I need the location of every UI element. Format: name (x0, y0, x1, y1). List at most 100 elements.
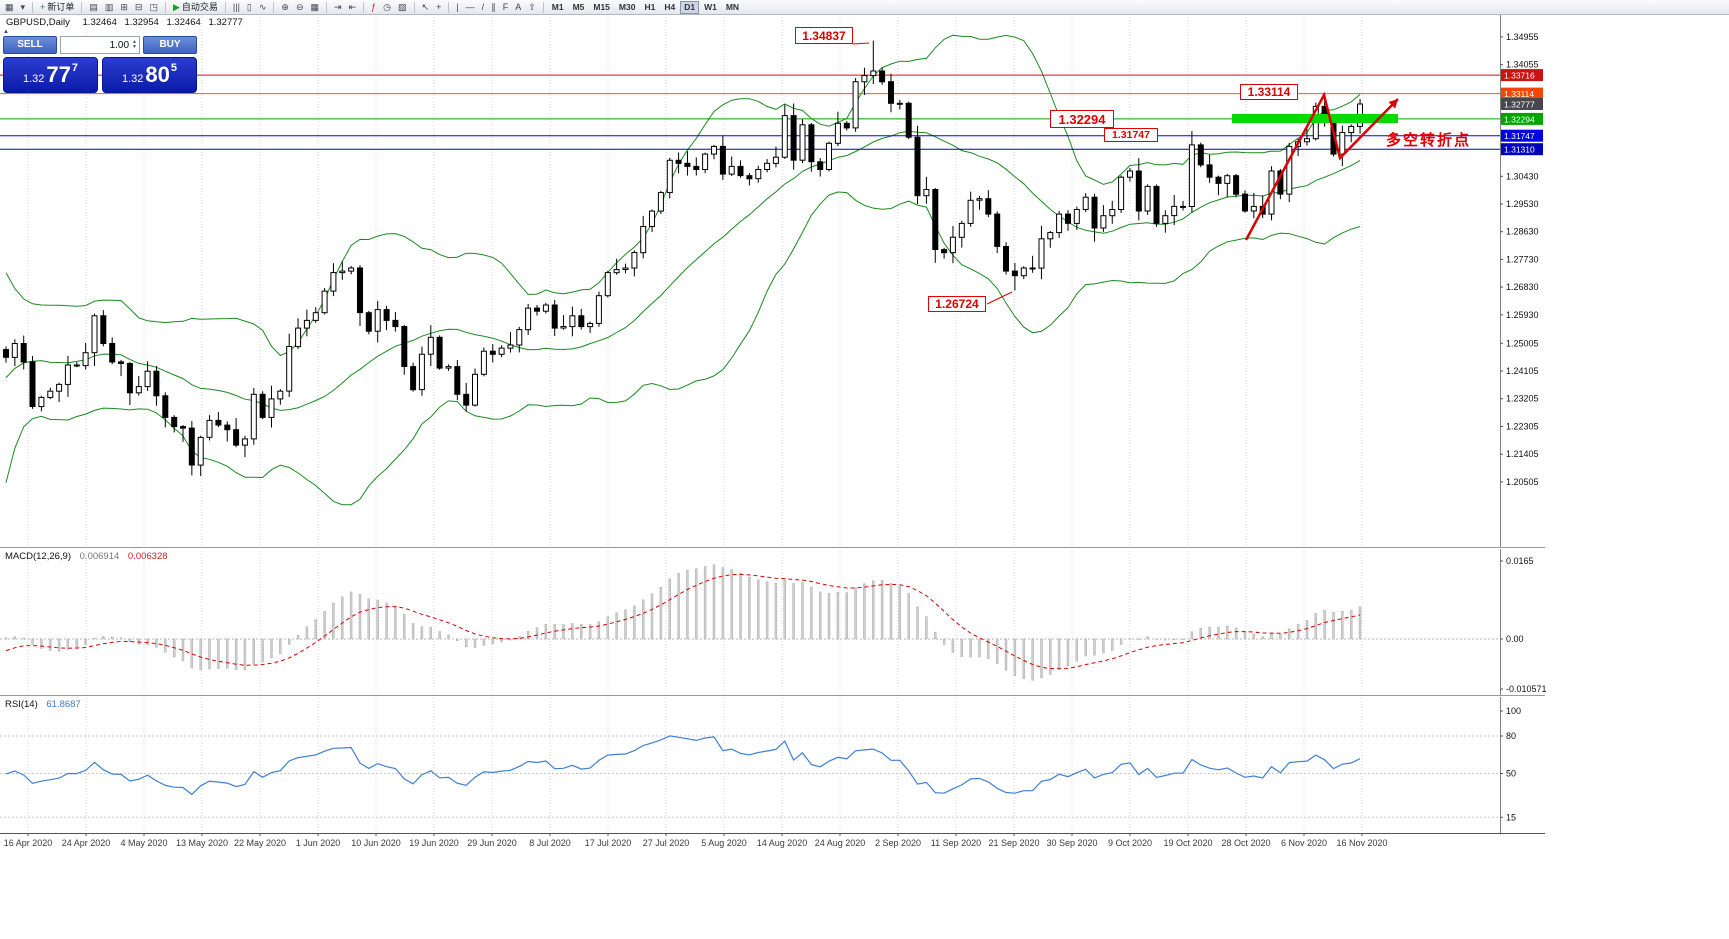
svg-text:1.31310: 1.31310 (1504, 145, 1535, 155)
timeframe-h1[interactable]: H1 (640, 1, 659, 14)
new-order-icon: + (40, 1, 46, 12)
trend-arrowhead (1388, 99, 1398, 109)
svg-text:13 May 2020: 13 May 2020 (176, 838, 228, 848)
tile-windows-button[interactable]: ▦ (308, 1, 323, 14)
channel-button[interactable]: ∥ (488, 1, 499, 14)
tile-windows-icon: ▦ (310, 1, 320, 12)
trendline-button[interactable]: / (479, 1, 488, 14)
svg-text:19 Oct 2020: 19 Oct 2020 (1163, 838, 1212, 848)
fibonacci-icon: F (502, 1, 509, 12)
svg-text:8 Jul 2020: 8 Jul 2020 (529, 838, 571, 848)
line-chart-button[interactable]: ∿ (256, 1, 270, 14)
channel-icon: ∥ (491, 1, 496, 12)
toolbar-separator (542, 1, 544, 13)
buy-price-pips: 80 (145, 62, 170, 87)
strategy-tester-button[interactable]: ◳ (146, 1, 161, 14)
toolbar-separator (224, 1, 226, 13)
volume-spin-buttons[interactable]: ▲ ▼ (132, 38, 137, 51)
auto-scroll-button[interactable]: ⇥ (331, 1, 345, 14)
annotation-connectors (852, 42, 1013, 305)
templates-icon: ▨ (398, 1, 407, 12)
svg-text:29 Jun 2020: 29 Jun 2020 (467, 838, 517, 848)
cursor-button[interactable]: ↖ (419, 1, 433, 14)
highlight-bar[interactable] (1232, 114, 1398, 123)
toolbar-separator (273, 1, 275, 13)
sell-price-button[interactable]: 1.32 77 7 (3, 57, 98, 93)
svg-text:50: 50 (1506, 769, 1516, 779)
buy-price-whole: 1.32 (121, 72, 144, 85)
svg-text:17 Jul 2020: 17 Jul 2020 (585, 838, 632, 848)
macd-signal-value: 0.006328 (127, 551, 168, 562)
svg-text:10 Jun 2020: 10 Jun 2020 (351, 838, 401, 848)
timeframe-mn[interactable]: MN (722, 1, 743, 14)
periods-button[interactable]: ◷ (380, 1, 394, 14)
fibonacci-button[interactable]: F (500, 1, 512, 14)
svg-text:16 Apr 2020: 16 Apr 2020 (4, 838, 53, 848)
candlestick-chart-button[interactable]: ▯ (244, 1, 255, 14)
bar-chart-icon: ||| (232, 1, 240, 12)
profiles-button[interactable]: ▾ (18, 1, 29, 14)
timeframe-w1[interactable]: W1 (700, 1, 721, 14)
timeframe-m5[interactable]: M5 (569, 1, 589, 14)
timeframe-m30[interactable]: M30 (615, 1, 640, 14)
sell-price-pips: 77 (46, 62, 71, 87)
panel-frames (0, 547, 1545, 834)
new-order-button[interactable]: + 新订单 (37, 1, 77, 14)
trend-arrow-line[interactable] (1244, 91, 1399, 241)
terminal-button[interactable]: ⊟ (132, 1, 146, 14)
navigator-button[interactable]: ⊞ (117, 1, 131, 14)
horizontal-line-button[interactable]: — (463, 1, 478, 14)
svg-text:21 Sep 2020: 21 Sep 2020 (988, 838, 1039, 848)
volume-stepper[interactable]: 1.00 ▲ ▼ (60, 36, 140, 54)
macd-panel: 0.0165 0.00 -0.010571 (0, 556, 1547, 694)
sell-button[interactable]: SELL (3, 36, 57, 54)
volume-up-icon[interactable]: ▲ (132, 38, 137, 45)
svg-text:1.29530: 1.29530 (1506, 199, 1539, 209)
buy-button[interactable]: BUY (143, 36, 197, 54)
autotrading-button[interactable]: ▶ 自动交易 (170, 1, 221, 14)
bar-chart-button[interactable]: ||| (230, 1, 243, 14)
new-chart-button[interactable]: ▦ (2, 1, 17, 14)
templates-button[interactable]: ▨ (395, 1, 410, 14)
timeframe-d1[interactable]: D1 (680, 0, 700, 14)
vertical-line-button[interactable]: | (453, 1, 461, 14)
buy-price-button[interactable]: 1.32 80 5 (102, 57, 197, 93)
svg-text:24 Apr 2020: 24 Apr 2020 (62, 838, 111, 848)
timeframe-m1[interactable]: M1 (548, 1, 568, 14)
toolbar-separator (363, 1, 365, 13)
zoom-out-icon: ⊖ (295, 1, 304, 12)
market-watch-button[interactable]: ▤ (86, 1, 101, 14)
svg-text:1 Jun 2020: 1 Jun 2020 (296, 838, 341, 848)
bollinger-bands (5, 34, 1361, 506)
svg-text:1.33114: 1.33114 (1504, 89, 1534, 99)
indicators-button[interactable]: ƒ (368, 1, 379, 14)
chart-shift-button[interactable]: ⇤ (346, 1, 360, 14)
indicators-icon: ƒ (371, 1, 377, 12)
macd-label: MACD(12,26,9) 0.006914 0.006328 (5, 551, 174, 562)
gridlines (27, 14, 1363, 833)
svg-text:-0.010571: -0.010571 (1506, 684, 1547, 694)
data-window-button[interactable]: ▥ (102, 1, 117, 14)
arrows-button[interactable]: ⇧ (525, 1, 539, 14)
auto-scroll-icon: ⇥ (334, 1, 342, 12)
toolbar-separator (326, 1, 328, 13)
trend-arrow (1244, 91, 1399, 241)
svg-text:1.26830: 1.26830 (1506, 282, 1539, 292)
trade-panel-collapse-icon[interactable]: ▲ (3, 29, 9, 35)
toolbar-separator (413, 1, 415, 13)
ohlc-low: 1.32464 (166, 17, 201, 28)
timeframe-h4[interactable]: H4 (660, 1, 679, 14)
zoom-in-button[interactable]: ⊕ (278, 1, 292, 14)
text-icon: A (515, 1, 522, 12)
zoom-out-button[interactable]: ⊖ (293, 1, 307, 14)
symbol-ohlc-line: GBPUSD,Daily 1.32464 1.32954 1.32464 1.3… (6, 17, 248, 28)
autotrading-button-label: 自动交易 (181, 1, 218, 12)
crosshair-button[interactable]: + (433, 1, 444, 14)
text-button[interactable]: A (512, 1, 524, 14)
svg-text:1.28630: 1.28630 (1506, 227, 1539, 237)
symbol-name: GBPUSD,Daily (6, 17, 70, 28)
timeframe-m15[interactable]: M15 (589, 1, 614, 14)
volume-down-icon[interactable]: ▼ (132, 44, 137, 50)
svg-text:22 May 2020: 22 May 2020 (234, 838, 286, 848)
